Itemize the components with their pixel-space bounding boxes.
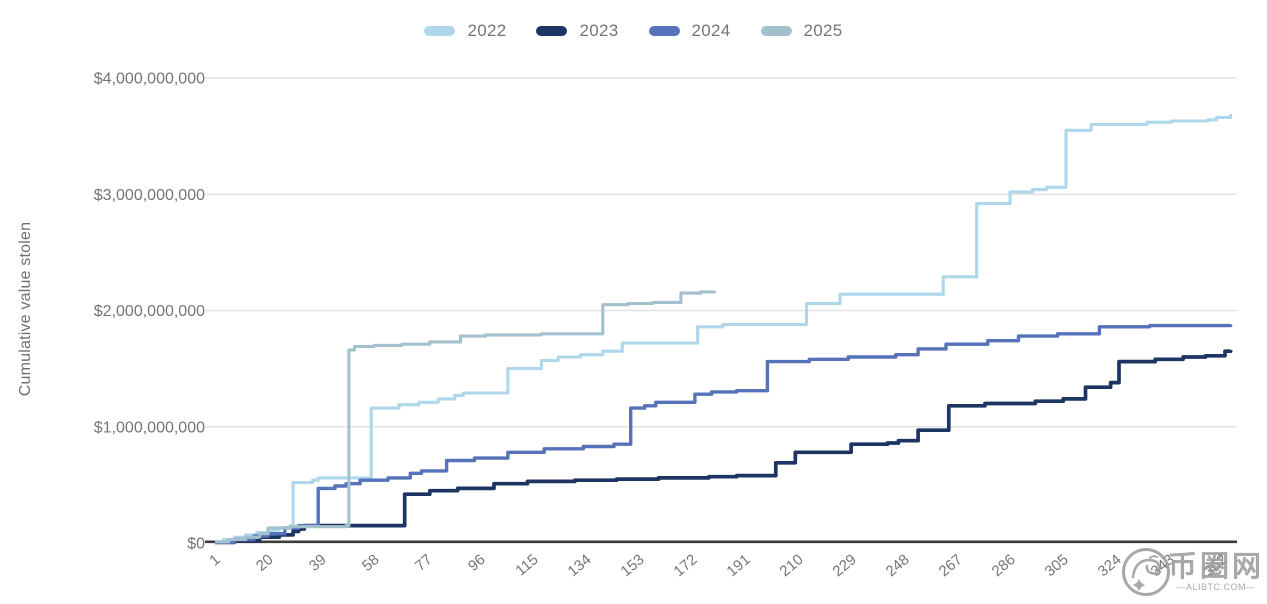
legend-label: 2025 [803,21,843,40]
series-line-2023 [215,349,1233,545]
legend-label: 2022 [467,21,507,40]
legend-item-2023: 2023 [536,21,618,41]
x-tick-label: 191 [724,551,754,580]
legend-swatch-2023 [536,26,568,36]
x-tick-label: 248 [883,551,913,580]
series-line-2025 [215,290,716,544]
watermark-site-name: 币圈网 [1167,550,1264,583]
x-tick-label: 96 [465,551,489,575]
legend-label: 2024 [691,21,731,40]
x-tick-label: 77 [412,551,436,575]
x-tick-label: 305 [1042,551,1072,580]
x-tick-label: 58 [359,551,383,575]
legend-swatch-2024 [648,26,680,36]
y-axis-title: Cumulative value stolen [17,221,34,397]
x-tick-label: 229 [830,551,860,580]
legend-swatch-2025 [760,26,792,36]
x-tick-label: 39 [306,551,330,575]
x-tick-label: 1 [206,551,223,569]
x-tick-label: 20 [253,551,277,575]
x-tick-label: 153 [618,551,648,580]
chart-legend: 2022 2023 2024 2025 [0,21,1267,41]
x-tick-label: 172 [671,551,701,580]
legend-item-2024: 2024 [648,21,731,41]
legend-label: 2023 [579,21,619,40]
x-tick-label: 115 [512,551,541,579]
x-tick-label: 134 [565,551,595,580]
series-line-2024 [215,323,1233,545]
legend-item-2025: 2025 [760,21,843,41]
y-tick-label: $1,000,000,000 [94,419,205,436]
watermark[interactable]: 币圈网 —ALIBTC.COM— [1120,546,1264,598]
watermark-logo-icon [1121,548,1170,596]
x-tick-label: 210 [777,551,807,580]
watermark-domain: —ALIBTC.COM— [1176,581,1256,592]
legend-item-2022: 2022 [424,21,506,41]
y-tick-label: $3,000,000,000 [94,187,205,204]
x-tick-label: 286 [989,551,1019,580]
y-tick-label: $0 [187,536,205,553]
legend-swatch-2022 [424,26,456,36]
y-tick-label: $4,000,000,000 [94,71,205,88]
y-tick-label: $2,000,000,000 [94,303,205,320]
x-tick-label: 267 [936,551,966,580]
watermark-text: 币圈网 —ALIBTC.COM— [1167,550,1264,592]
